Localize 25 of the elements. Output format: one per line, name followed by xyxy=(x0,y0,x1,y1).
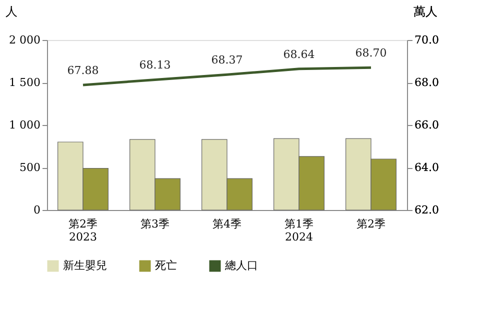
x-tick-label: 第1季 2024 xyxy=(284,218,314,244)
data-label: 67.88 xyxy=(67,64,99,78)
legend-label: 總人口 xyxy=(224,259,258,272)
y2-tick-label: 64.0 xyxy=(414,161,439,174)
x-tick-label: 第4季 xyxy=(212,218,242,230)
x-tick-label: 第2季 xyxy=(356,218,386,230)
y-tick-label: 2 000 xyxy=(9,34,40,46)
x-tick-label: 第2季 2023 xyxy=(68,218,98,244)
y2-tick-label: 66.0 xyxy=(414,118,439,132)
data-label: 68.37 xyxy=(211,54,243,67)
y2-tick-label: 62.0 xyxy=(414,204,439,216)
legend-label: 新生嬰兒 xyxy=(63,259,107,272)
legend-label: 死亡 xyxy=(155,259,177,272)
data-label: 68.64 xyxy=(283,48,315,61)
y-tick-label: 1 000 xyxy=(9,118,40,132)
y2-axis-title: 萬人 xyxy=(414,4,438,18)
y2-tick-label: 70.0 xyxy=(414,34,439,46)
y-tick-label: 500 xyxy=(20,161,40,174)
y-tick-label: 0 xyxy=(34,204,40,216)
x-tick-label: 第3季 xyxy=(140,218,170,230)
y-axis-title: 人 xyxy=(6,4,18,18)
data-label: 68.13 xyxy=(139,58,171,72)
data-label: 68.70 xyxy=(355,46,387,60)
y-tick-label: 1 500 xyxy=(9,76,40,89)
y2-tick-label: 68.0 xyxy=(414,76,439,89)
